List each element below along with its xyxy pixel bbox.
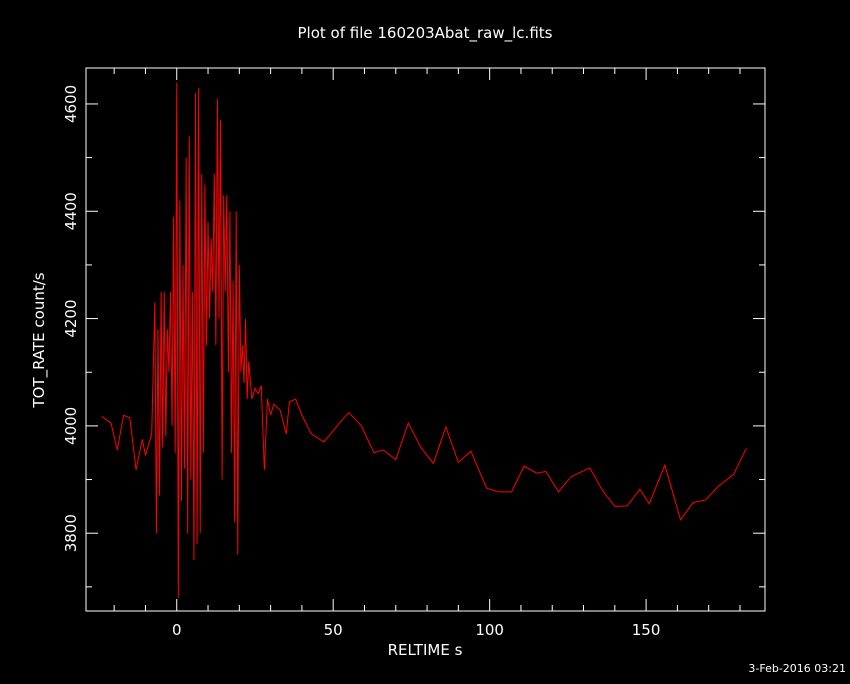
y-tick-label: 4400	[62, 192, 80, 230]
x-tick-label: 0	[172, 621, 182, 639]
x-axis-label: RELTIME s	[388, 641, 463, 659]
y-tick-label: 3800	[62, 514, 80, 552]
footer-timestamp: 3-Feb-2016 03:21	[748, 662, 846, 675]
light-curve	[101, 82, 747, 598]
x-tick-label: 100	[475, 621, 504, 639]
y-tick-label: 4200	[62, 299, 80, 337]
x-tick-label: 50	[324, 621, 343, 639]
y-axis-label: TOT_RATE count/s	[30, 272, 49, 408]
chart-title: Plot of file 160203Abat_raw_lc.fits	[298, 24, 553, 43]
x-tick-label: 150	[632, 621, 661, 639]
plot-frame	[85, 67, 766, 612]
y-tick-label: 4000	[62, 407, 80, 445]
y-tick-label: 4600	[62, 85, 80, 123]
